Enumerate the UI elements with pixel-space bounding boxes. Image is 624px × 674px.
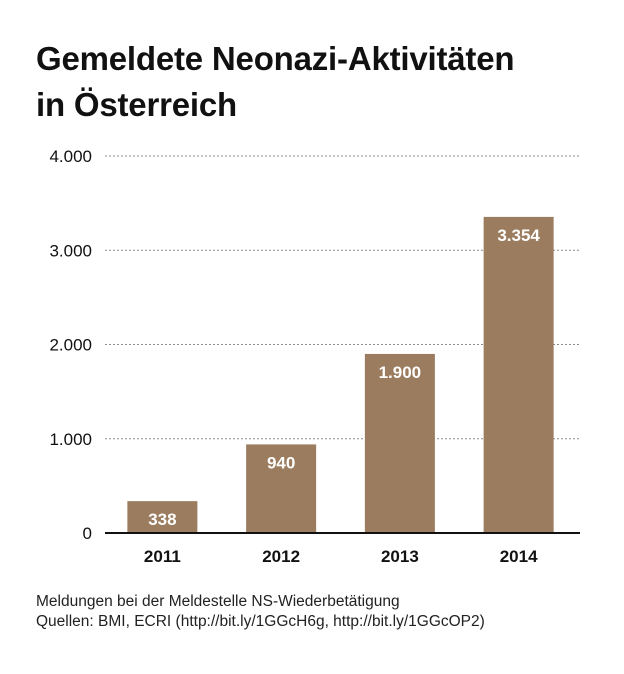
x-tick-label: 2014 [500,547,538,566]
bar [483,216,554,533]
y-tick-label: 1.000 [49,430,92,449]
x-tick-label: 2013 [381,547,419,566]
bar [364,353,435,533]
bar-value-label: 940 [267,453,295,472]
chart-title-line-2: in Österreich [36,86,237,123]
chart-footer: Meldungen bei der Meldestelle NS-Wiederb… [36,592,616,632]
x-tick-label: 2012 [262,547,300,566]
chart-title-line-1: Gemeldete Neonazi-Aktivitäten [36,40,515,77]
bar-chart: 0 1.000 2.000 3.000 4.000 338 2011 940 2012 1.900… [49,147,580,566]
x-tick-label: 2011 [144,547,181,566]
bar [246,444,317,533]
y-tick-label: 0 [83,524,92,543]
bar [127,501,198,533]
bar-value-label: 1.900 [379,363,422,382]
y-tick-label: 4.000 [49,147,92,166]
bar-value-label: 3.354 [497,226,540,245]
footer-sources: Quellen: BMI, ECRI (http://bit.ly/1GGcH6… [36,613,485,630]
bar-value-label: 338 [148,510,176,529]
y-tick-label: 2.000 [49,336,92,355]
y-tick-label: 3.000 [49,241,92,260]
footer-note: Meldungen bei der Meldestelle NS-Wiederb… [36,593,400,610]
chart-title: Gemeldete Neonazi-Aktivitäten in Österre… [36,36,606,128]
